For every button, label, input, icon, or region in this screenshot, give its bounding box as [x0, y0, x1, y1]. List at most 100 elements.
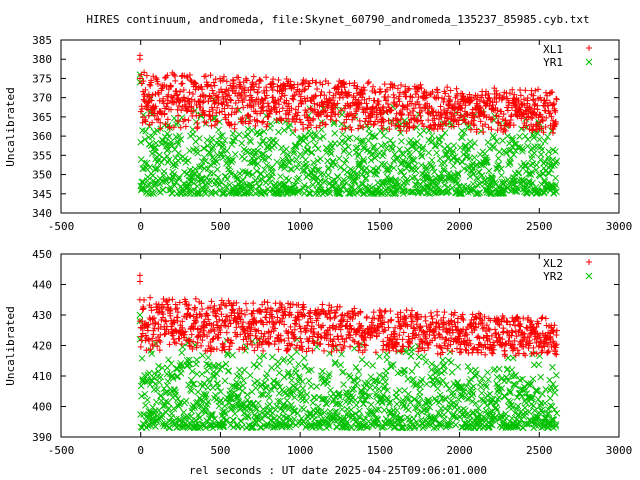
yr1-point [304, 147, 311, 154]
xl1-point [487, 116, 494, 123]
xl1-point [270, 94, 277, 101]
xl1-point [157, 125, 164, 132]
xl2-point [197, 311, 204, 318]
xl1-point [496, 92, 503, 99]
xl1-point [219, 101, 226, 108]
yr2-point [408, 348, 415, 355]
yr1-point [193, 190, 201, 197]
yr1-point [259, 138, 267, 146]
xl1-point [295, 109, 302, 116]
xl1-point [235, 97, 242, 104]
yr2-point [165, 356, 172, 364]
xl1-point [175, 112, 182, 119]
yr1-point [202, 185, 210, 193]
yr1-point [184, 157, 192, 164]
xl1-point [241, 89, 248, 96]
yr1-point [503, 149, 510, 157]
xl1-point [438, 114, 445, 121]
xl1-point [275, 77, 282, 84]
yr1-point [449, 147, 457, 155]
yr1-point [522, 189, 530, 197]
xl1-point [539, 117, 546, 124]
yr1-point [450, 142, 458, 149]
xl1-point [281, 92, 288, 99]
xl1-point [292, 118, 299, 125]
xl1-point [471, 122, 478, 129]
yr1-point [189, 174, 196, 182]
yr1-point [362, 188, 370, 196]
yr1-point [244, 125, 252, 133]
xl1-points [136, 52, 560, 136]
yr1-point [334, 173, 342, 181]
yr1-point [319, 133, 327, 140]
legend-label-xl2: XL2 [543, 257, 563, 270]
xl1-point [508, 104, 515, 111]
yr1-point [213, 158, 221, 166]
xl1-point [460, 92, 467, 99]
y-tick-label: 380 [32, 53, 52, 66]
xl1-point [209, 87, 216, 94]
yr2-point [553, 409, 561, 417]
yr2-point [266, 401, 274, 408]
yr2-point [241, 366, 248, 374]
yr1-point [498, 178, 506, 186]
yr1-point [293, 155, 300, 163]
yr1-point [403, 176, 411, 183]
xl1-point [228, 111, 235, 118]
xl1-point [175, 103, 182, 110]
xl2-point [408, 313, 415, 320]
xl1-point [214, 104, 221, 111]
xl2-point [347, 322, 354, 329]
xl1-point [219, 89, 226, 96]
yr2-point [337, 361, 344, 369]
legend-label-xl1: XL1 [543, 43, 563, 56]
yr1-point [326, 148, 334, 155]
xl1-point [292, 127, 299, 134]
xl1-point [417, 81, 424, 88]
yr1-point [245, 169, 253, 177]
yr1-point [284, 158, 292, 166]
yr2-point [214, 379, 221, 387]
xl1-point [213, 110, 220, 117]
yr1-point [292, 142, 300, 149]
yr1-point [138, 178, 146, 186]
yr2-point [441, 405, 449, 412]
yr1-point [143, 159, 151, 167]
xl1-point [354, 83, 361, 90]
yr1-point [447, 172, 454, 180]
yr1-point [400, 172, 408, 179]
xl1-point [443, 120, 450, 127]
yr1-point [238, 139, 246, 147]
xl2-point [399, 336, 406, 343]
xl1-point [393, 117, 400, 124]
yr1-point [255, 154, 262, 161]
yr1-point [538, 146, 546, 154]
yr1-point [381, 141, 389, 148]
xl2-point [150, 314, 157, 321]
yr2-point [324, 380, 331, 388]
yr2-point [239, 387, 246, 395]
xl1-point [500, 111, 507, 118]
yr1-point [200, 144, 208, 152]
xl1-point [386, 126, 393, 133]
yr1-point [529, 179, 536, 187]
xl1-point [206, 113, 213, 120]
yr1-point [235, 131, 243, 139]
yr2-point [138, 354, 146, 362]
xl1-point [403, 121, 410, 128]
xl1-point [321, 92, 328, 99]
legend-marker-xl1 [586, 45, 592, 51]
xl1-point [391, 82, 398, 89]
yr2-point [153, 398, 160, 406]
xl2-point [189, 346, 196, 353]
xl1-point [226, 92, 233, 99]
yr1-point [352, 144, 360, 152]
yr2-point [154, 386, 161, 393]
yr1-point [196, 135, 203, 142]
top-plot-panel: Uncalibrated XL1 YR1 -500 0 500 1000 1500 200… [4, 34, 632, 233]
xl1-point [296, 116, 303, 123]
yr1-point [229, 156, 237, 164]
yr1-point [176, 132, 183, 140]
xl1-point [511, 91, 518, 98]
xl1-point [452, 116, 459, 123]
